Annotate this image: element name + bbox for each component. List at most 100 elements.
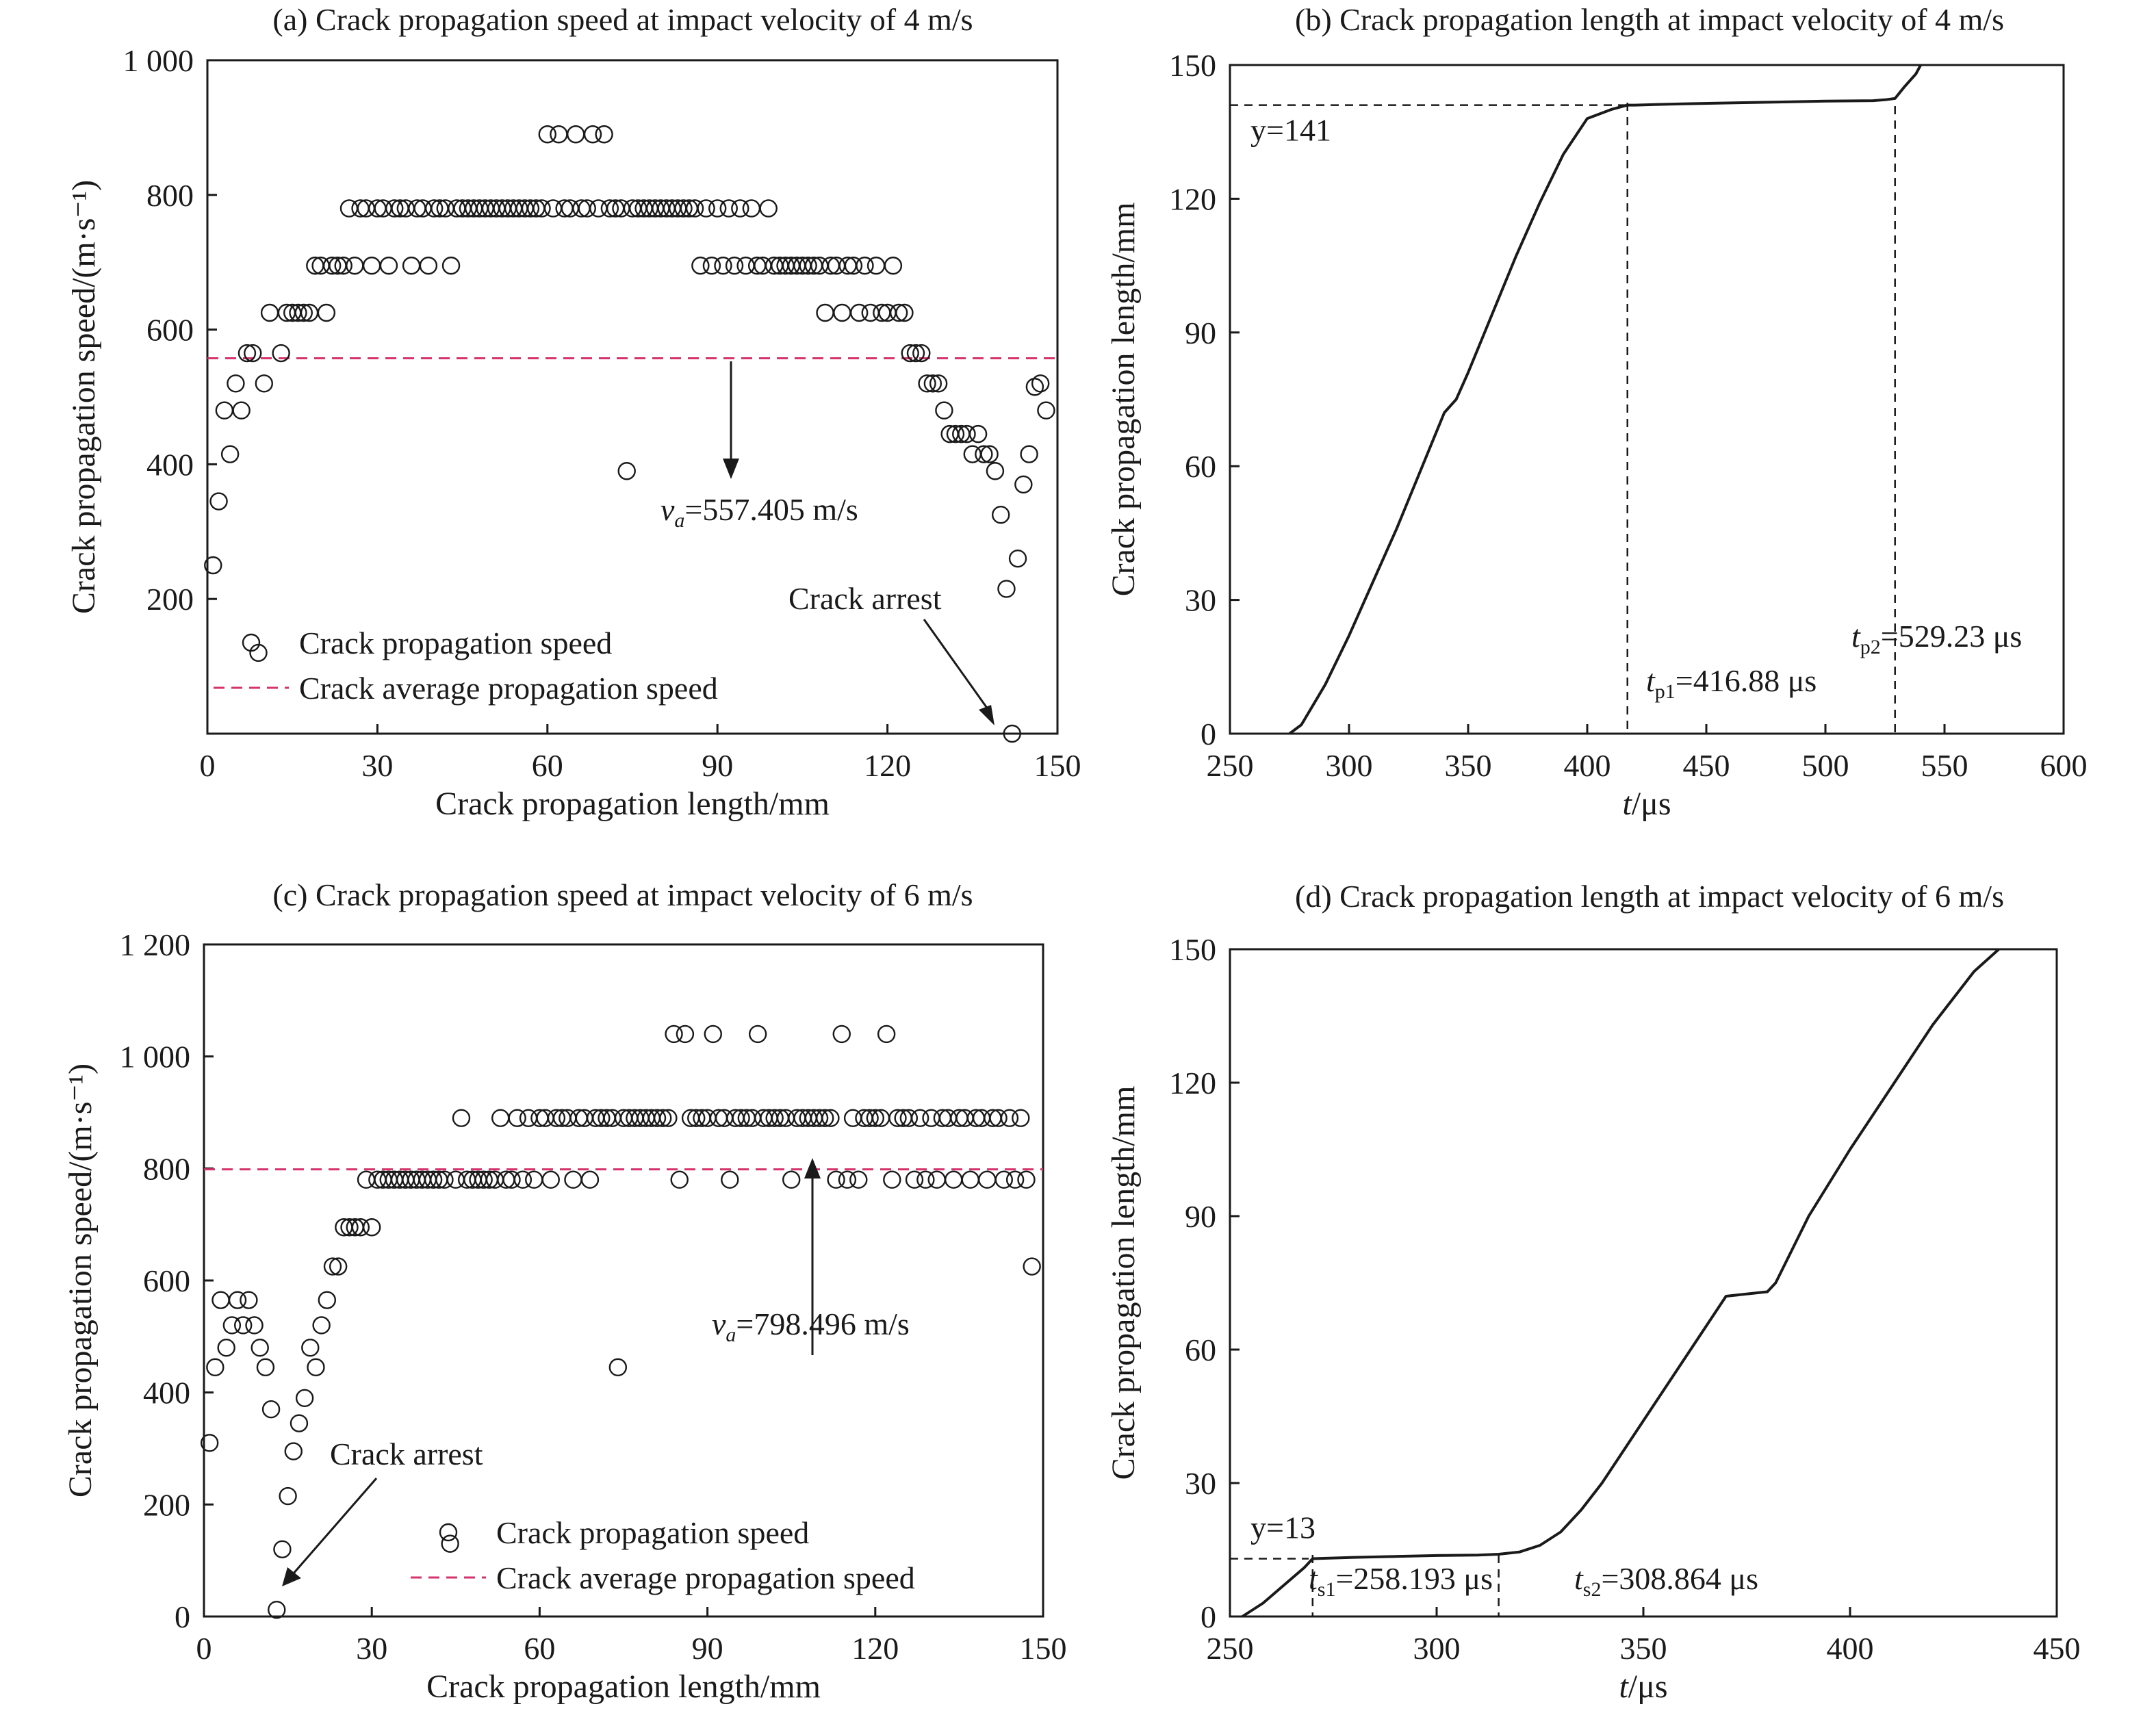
data-point: [565, 1172, 581, 1188]
marker-label-sub: s2: [1583, 1578, 1602, 1601]
y-tick-label: 0: [1201, 717, 1216, 751]
y-tick-label: 200: [146, 582, 194, 617]
data-point: [1018, 1172, 1034, 1188]
average-arrow-head: [723, 459, 739, 479]
data-point: [987, 463, 1003, 479]
y-tick-label: 90: [1185, 1199, 1216, 1234]
x-tick-label: 60: [532, 748, 563, 783]
data-point: [677, 1026, 693, 1042]
y-tick-label: 90: [1185, 315, 1216, 350]
y-tick-label: 60: [1185, 1332, 1216, 1367]
y-tick-label: 0: [175, 1599, 190, 1634]
y-axis-label: Crack propagation speed/(m·s⁻¹): [66, 180, 102, 614]
marker-label-value: =308.864 μs: [1601, 1561, 1758, 1596]
data-point: [256, 375, 272, 391]
crack-arrest-label: Crack arrest: [330, 1437, 483, 1471]
y-tick-label: 150: [1169, 48, 1216, 83]
data-point: [363, 257, 380, 274]
data-point: [291, 1415, 307, 1432]
data-point: [1010, 550, 1026, 567]
y-reference-label: y=141: [1250, 113, 1331, 148]
data-point: [705, 1026, 721, 1042]
data-point: [526, 1172, 542, 1188]
data-point: [246, 1317, 263, 1333]
data-point: [381, 257, 397, 274]
data-point: [619, 463, 635, 479]
data-point: [233, 402, 250, 419]
crack-arrest-label: Crack arrest: [788, 581, 942, 616]
data-point: [207, 1359, 223, 1376]
y-tick-label: 400: [143, 1376, 190, 1411]
y-reference-label: y=13: [1250, 1510, 1316, 1545]
data-point: [850, 1172, 867, 1188]
crack-arrest-arrow: [924, 619, 990, 712]
x-tick-label: 500: [1802, 748, 1849, 783]
chart-title: (b) Crack propagation length at impact v…: [1295, 2, 2004, 37]
x-tick-label: 400: [1564, 748, 1611, 783]
data-point: [1021, 446, 1038, 463]
data-point: [1032, 375, 1049, 391]
data-point: [1038, 402, 1054, 419]
data-point: [363, 1219, 380, 1235]
x-tick-label: 120: [864, 748, 911, 783]
x-tick-label: 300: [1413, 1631, 1461, 1666]
x-tick-label: 0: [200, 748, 216, 783]
x-tick-label: 250: [1207, 748, 1254, 783]
data-point: [346, 257, 363, 274]
x-tick-label: 150: [1034, 748, 1081, 783]
data-point: [945, 1172, 962, 1188]
x-tick-label: 550: [1921, 748, 1968, 783]
marker-label: tp2=529.23 μs: [1851, 619, 2022, 658]
average-label-value: =798.496 m/s: [736, 1306, 909, 1341]
y-tick-label: 120: [1169, 1066, 1216, 1100]
data-point: [1015, 476, 1031, 493]
x-tick-label: 350: [1620, 1631, 1667, 1666]
data-point: [211, 493, 227, 510]
x-tick-label: 600: [2040, 748, 2088, 783]
y-tick-label: 120: [1169, 181, 1216, 216]
marker-label: tp1=416.88 μs: [1646, 663, 1817, 703]
average-speed-label: va=798.496 m/s: [712, 1306, 910, 1346]
data-point: [492, 1110, 509, 1126]
panel-c-speed-6ms: (c) Crack propagation speed at impact ve…: [62, 877, 1067, 1705]
x-tick-label: 90: [692, 1631, 723, 1666]
y-tick-label: 400: [146, 447, 194, 482]
legend-scatter-label: Crack propagation speed: [496, 1515, 809, 1550]
y-tick-label: 1 000: [123, 43, 194, 78]
data-point: [884, 1172, 900, 1188]
x-tick-label: 150: [1020, 1631, 1067, 1666]
x-tick-label: 350: [1445, 748, 1492, 783]
data-point: [216, 402, 233, 419]
x-axis-label-unit: /μs: [1632, 786, 1671, 822]
data-point: [998, 580, 1014, 597]
data-point: [868, 257, 884, 274]
length-curve: [1289, 65, 1921, 734]
data-point: [543, 1172, 559, 1188]
data-point: [749, 1026, 766, 1042]
y-tick-label: 200: [143, 1487, 190, 1522]
average-label-sub: a: [726, 1324, 736, 1346]
average-speed-label: va=557.405 m/s: [660, 492, 858, 532]
data-point: [582, 1172, 598, 1188]
data-point: [443, 257, 459, 274]
x-tick-label: 90: [702, 748, 733, 783]
data-point: [979, 1172, 995, 1188]
data-point: [834, 1026, 850, 1042]
data-point: [453, 1110, 470, 1126]
data-point: [240, 1292, 257, 1309]
figure: (a) Crack propagation speed at impact ve…: [0, 0, 2156, 1713]
marker-label-value: =258.193 μs: [1335, 1561, 1493, 1596]
data-point: [610, 1359, 626, 1376]
marker-label: ts1=258.193 μs: [1309, 1561, 1493, 1601]
data-point: [218, 1339, 235, 1356]
data-point: [285, 1443, 302, 1460]
y-tick-label: 1 000: [120, 1040, 191, 1074]
chart-title: (a) Crack propagation speed at impact ve…: [272, 2, 973, 37]
data-point: [1012, 1110, 1029, 1126]
data-point: [213, 1292, 229, 1309]
x-tick-label: 400: [1827, 1631, 1874, 1666]
marker-label-sub: p2: [1860, 636, 1881, 658]
y-tick-label: 1 200: [120, 927, 191, 962]
y-tick-label: 150: [1169, 932, 1216, 967]
y-axis-label: Crack propagation speed/(m·s⁻¹): [62, 1064, 99, 1497]
